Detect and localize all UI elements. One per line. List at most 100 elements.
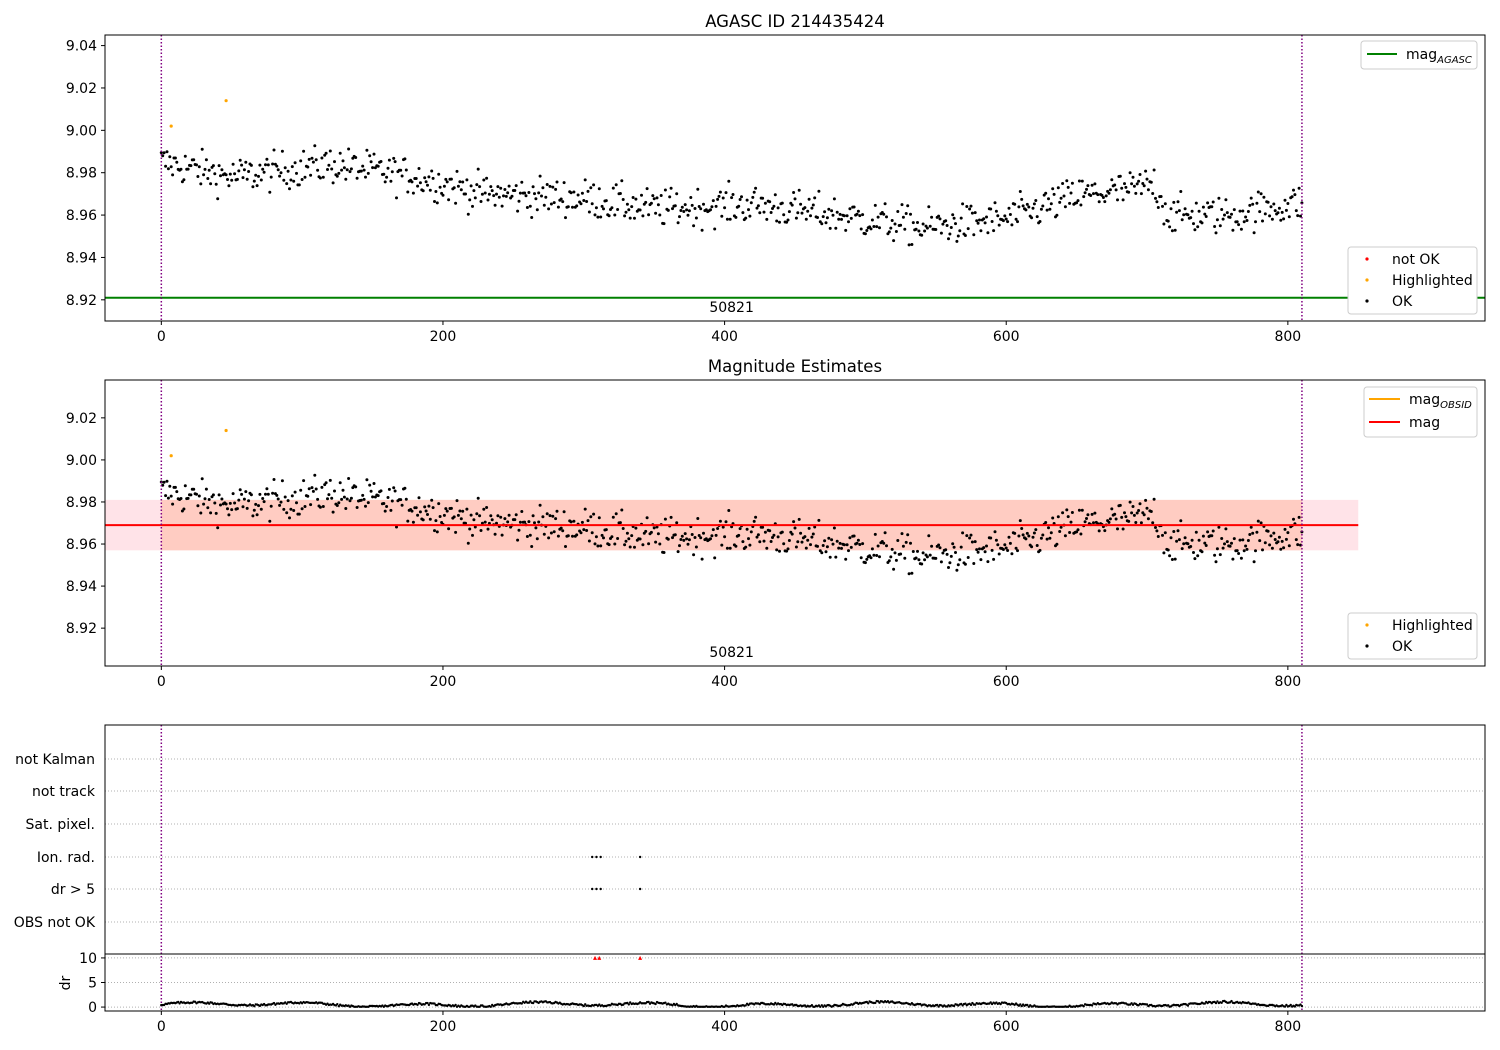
dr-point xyxy=(999,1002,1002,1006)
ok-point xyxy=(554,187,558,191)
ok-point xyxy=(1182,542,1186,546)
ok-point xyxy=(189,164,193,168)
ok-point xyxy=(925,555,929,559)
ok-point xyxy=(227,184,231,188)
ok-point xyxy=(1217,525,1221,529)
ok-point xyxy=(303,505,307,508)
ok-point xyxy=(618,521,622,525)
ok-point xyxy=(869,227,873,231)
ok-point xyxy=(1059,196,1063,200)
ok-point xyxy=(362,497,366,501)
ok-point xyxy=(1168,225,1172,229)
ok-point xyxy=(479,200,483,203)
ok-point xyxy=(1114,517,1118,521)
ok-point xyxy=(793,197,797,201)
ok-point xyxy=(544,195,548,199)
ok-point xyxy=(1269,205,1273,209)
ok-point xyxy=(1027,534,1031,538)
ok-point xyxy=(489,185,493,189)
dr-point xyxy=(1203,1002,1207,1005)
dr-point xyxy=(427,1003,431,1007)
ok-point xyxy=(418,510,422,514)
ok-point xyxy=(542,532,546,536)
ok-point xyxy=(513,189,517,192)
ok-point xyxy=(700,557,704,561)
dr-point xyxy=(629,1001,632,1004)
ok-point xyxy=(493,532,497,536)
ok-point xyxy=(272,148,276,152)
flag-point xyxy=(599,855,602,859)
ok-point xyxy=(1137,179,1141,183)
ok-point xyxy=(892,567,896,571)
ok-point xyxy=(928,553,932,557)
ok-point xyxy=(955,239,959,243)
ok-point xyxy=(390,170,394,174)
ok-point xyxy=(458,509,462,513)
ok-point xyxy=(954,222,957,226)
ok-point xyxy=(288,187,291,191)
ok-point xyxy=(340,168,344,172)
flag-point xyxy=(599,887,602,891)
ok-point xyxy=(872,225,876,228)
ok-point xyxy=(445,180,449,184)
y-tick-label: 9.00 xyxy=(66,453,97,469)
ok-point xyxy=(1249,196,1253,200)
ok-point xyxy=(1272,202,1276,206)
dr-point xyxy=(426,1001,429,1005)
ok-point xyxy=(585,529,589,532)
ok-point xyxy=(469,184,473,188)
ok-point xyxy=(576,193,580,197)
ok-point xyxy=(434,190,438,193)
ok-point xyxy=(761,196,765,200)
ok-point xyxy=(658,213,662,217)
dr-point xyxy=(952,1004,956,1008)
ok-point xyxy=(310,156,314,160)
ok-point xyxy=(651,194,655,198)
ok-point xyxy=(257,174,260,178)
ok-point xyxy=(725,546,729,550)
ok-point xyxy=(982,217,986,221)
ok-point xyxy=(975,548,979,552)
ok-point xyxy=(762,539,766,543)
ok-point xyxy=(1108,188,1112,192)
ok-point xyxy=(1089,194,1093,197)
ok-point xyxy=(348,170,352,174)
ok-point xyxy=(996,214,1000,218)
y-tick-label: 9.02 xyxy=(66,411,97,427)
dr-point xyxy=(989,1001,992,1004)
ok-point xyxy=(289,178,293,182)
ok-point xyxy=(1044,521,1048,524)
highlighted-point xyxy=(224,99,228,103)
ok-point xyxy=(855,541,859,545)
ok-point xyxy=(699,207,703,211)
ok-point xyxy=(165,479,169,483)
ok-point xyxy=(655,525,659,529)
ok-point xyxy=(479,529,483,532)
ok-point xyxy=(730,196,734,200)
ok-point xyxy=(614,183,618,187)
ok-point xyxy=(979,229,983,233)
ok-point xyxy=(590,202,594,206)
panel1-obsid-label: 50821 xyxy=(709,300,754,316)
x-tick-label: 400 xyxy=(711,329,738,345)
ok-point xyxy=(807,526,811,530)
ok-point xyxy=(1047,526,1050,530)
ok-point xyxy=(355,506,359,509)
ok-point xyxy=(1203,212,1207,216)
ok-point xyxy=(554,517,558,521)
ok-point xyxy=(1238,538,1242,542)
ok-point xyxy=(614,512,618,516)
dr-point xyxy=(664,1001,667,1004)
ok-point xyxy=(320,156,324,160)
ok-point xyxy=(909,212,912,216)
ok-point xyxy=(1238,209,1242,213)
ok-point xyxy=(1228,215,1232,219)
ok-point xyxy=(975,219,979,223)
ok-point xyxy=(204,487,208,491)
ok-point xyxy=(989,207,993,211)
panel2-marks xyxy=(105,380,1359,666)
ok-point xyxy=(499,186,503,190)
ok-point xyxy=(556,205,560,209)
ok-point xyxy=(233,501,237,505)
